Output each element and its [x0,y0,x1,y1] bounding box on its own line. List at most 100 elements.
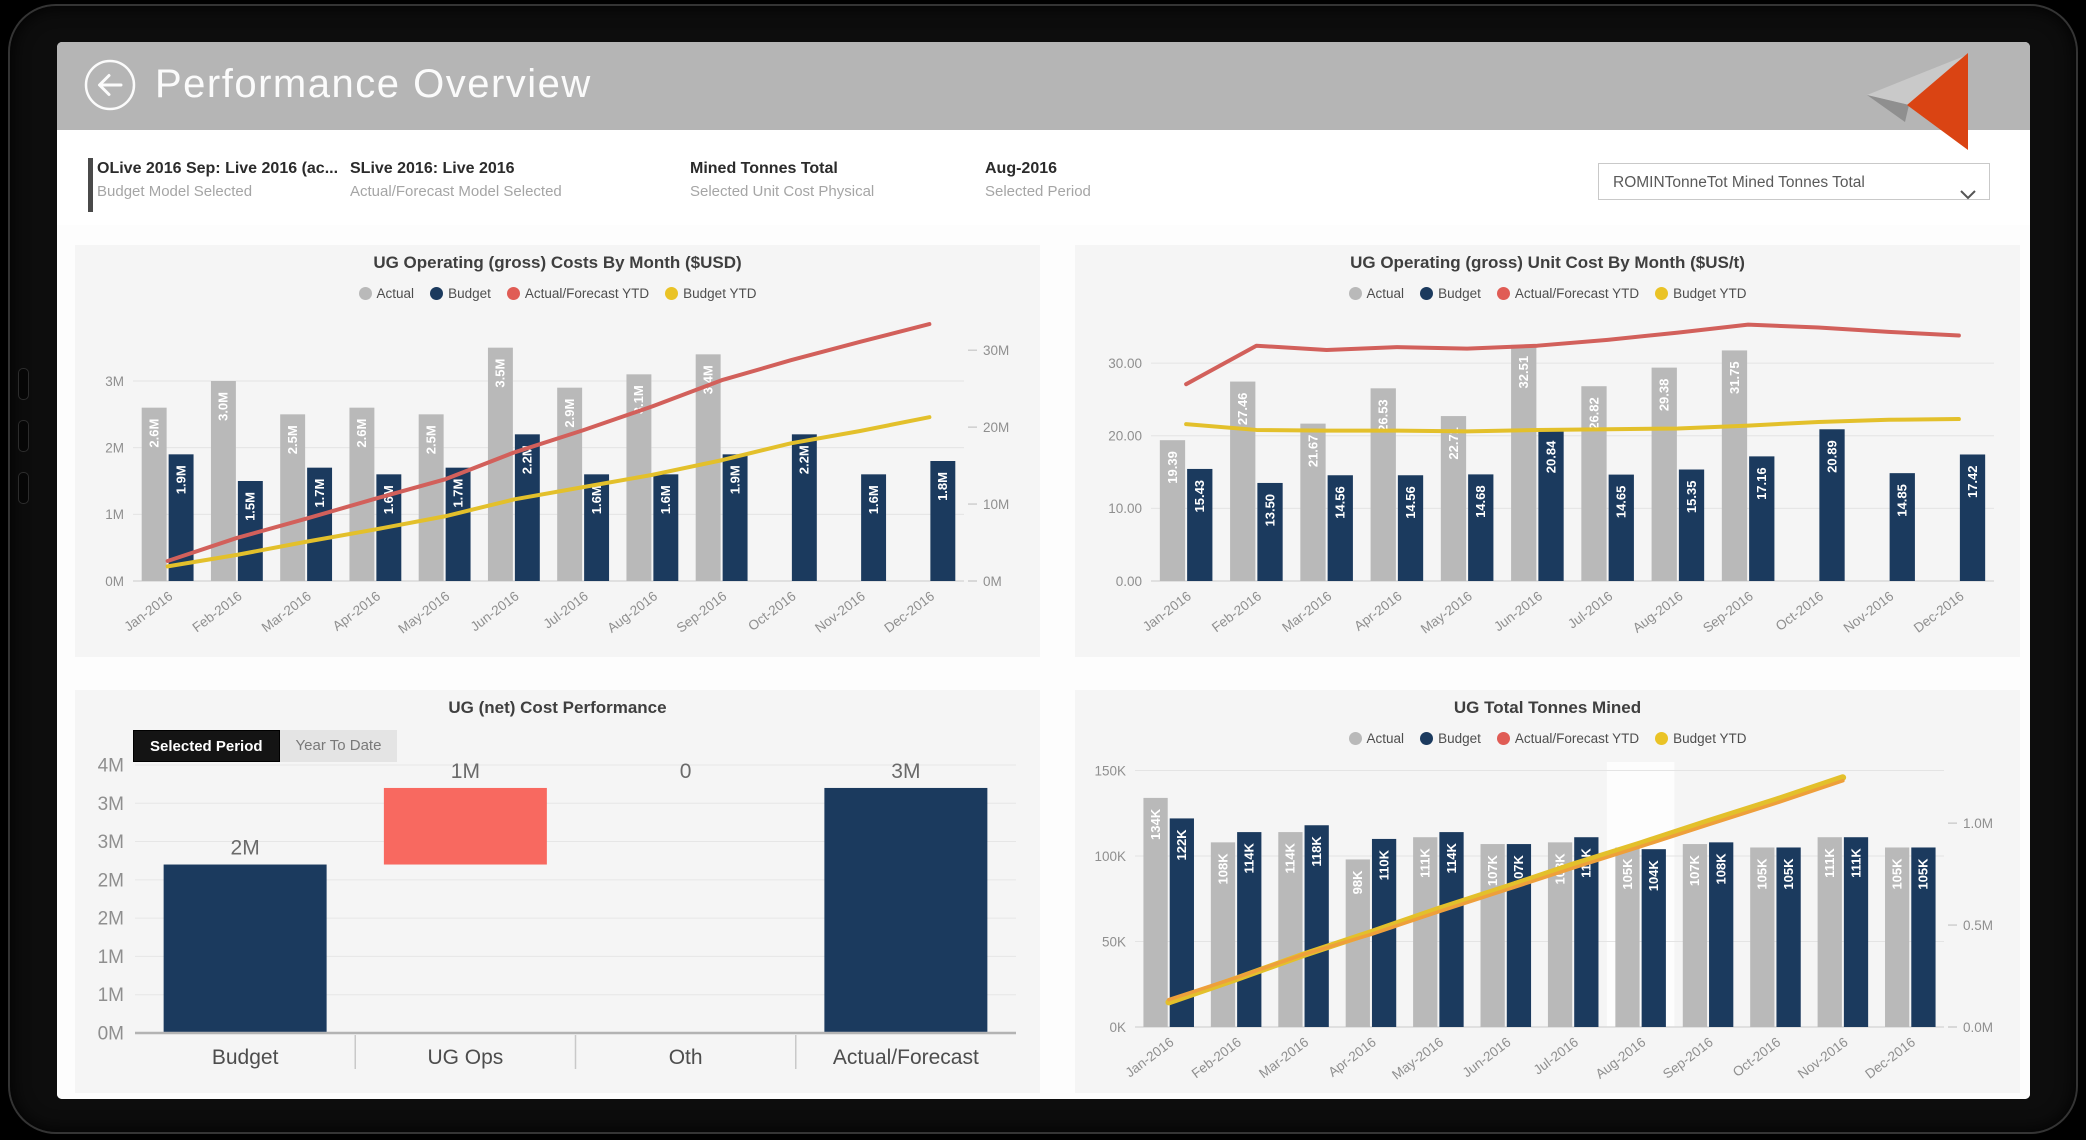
svg-text:Nov-2016: Nov-2016 [1841,588,1897,635]
svg-text:May-2016: May-2016 [1389,1034,1446,1082]
toggle-selected-period[interactable]: Selected Period [133,730,280,762]
svg-text:0.00: 0.00 [1116,574,1142,589]
legend-label: Budget YTD [1673,730,1747,746]
legend-item[interactable]: Actual/Forecast YTD [1496,730,1640,746]
legend-label: Budget YTD [683,285,757,301]
dropdown-value: ROMINTonneTot Mined Tonnes Total [1613,174,1865,191]
legend-item[interactable]: Budget [1420,731,1481,746]
svg-text:Oct-2016: Oct-2016 [745,588,798,633]
svg-text:2M: 2M [98,870,124,891]
svg-text:10.00: 10.00 [1108,501,1142,516]
svg-text:1.8M: 1.8M [935,472,950,501]
svg-text:26.53: 26.53 [1376,399,1391,432]
svg-text:0: 0 [680,760,692,783]
chart-title: UG Operating (gross) Costs By Month ($US… [373,253,742,272]
svg-text:Mar-2016: Mar-2016 [1279,588,1334,635]
svg-text:1.5M: 1.5M [243,492,258,521]
svg-text:May-2016: May-2016 [1418,588,1475,636]
svg-text:20.89: 20.89 [1824,440,1839,473]
svg-text:Dec-2016: Dec-2016 [1911,588,1967,635]
svg-text:2M: 2M [98,909,124,930]
filter-label: Selected Unit Cost Physical [690,183,875,200]
svg-text:105K: 105K [1755,858,1770,890]
filter-value: SLive 2016: Live 2016 [350,160,515,177]
svg-text:111K: 111K [1418,848,1433,878]
svg-text:105K: 105K [1781,858,1796,890]
filter-value: Aug-2016 [985,160,1058,177]
chart-title: UG (net) Cost Performance [448,698,667,717]
svg-text:2.2M: 2.2M [520,445,535,474]
back-button[interactable] [83,58,137,112]
legend-item[interactable]: Budget YTD [1655,286,1746,301]
card-ug-costs-by-month: UG Operating (gross) Costs By Month ($US… [75,245,1040,657]
svg-text:Jun-2016: Jun-2016 [468,588,522,634]
legend-dot-icon [1348,731,1362,745]
filter-value: Mined Tonnes Total [690,160,838,177]
legend-item[interactable]: Actual/Forecast YTD [1496,286,1639,301]
filter-label: Selected Period [985,183,1091,200]
svg-text:105K: 105K [1889,858,1904,890]
svg-text:Sep-2016: Sep-2016 [1660,1034,1716,1081]
legend-dot-icon [430,286,444,300]
ug-unit-cost-chart[interactable]: 0.00 10.00 20.00 30.00 19.39 27.46 21.67 26.53 2… [1075,305,2020,660]
svg-text:17.42: 17.42 [1965,465,1980,498]
legend-item[interactable]: Budget [430,286,491,301]
svg-text:Oct-2016: Oct-2016 [1773,588,1826,633]
svg-text:21.67: 21.67 [1305,435,1320,468]
svg-text:2.5M: 2.5M [285,425,300,454]
svg-text:May-2016: May-2016 [395,588,452,636]
svg-text:111K: 111K [1822,848,1837,878]
svg-text:31.75: 31.75 [1727,361,1742,394]
svg-text:20.84: 20.84 [1543,440,1558,473]
legend-item[interactable]: Actual [358,286,414,301]
svg-text:1M: 1M [451,760,480,783]
legend-item[interactable]: Actual [1348,286,1404,301]
svg-text:0.5M: 0.5M [1963,918,1993,933]
svg-text:3M: 3M [98,794,124,815]
svg-text:Jun-2016: Jun-2016 [1491,588,1545,634]
filter-label: Budget Model Selected [97,183,253,200]
svg-text:3.0M: 3.0M [216,392,231,421]
svg-text:1M: 1M [105,507,124,522]
page-title: Performance Overview [155,62,592,106]
svg-text:105K: 105K [1916,858,1931,890]
chart-legend: Actual Budget Actual/Forecast YTD Budget YT… [1075,726,2020,750]
chart-legend: Actual Budget Actual/Forecast YTD Budget YT… [75,281,1040,305]
svg-text:Jan-2016: Jan-2016 [1123,1034,1177,1080]
svg-text:150K: 150K [1094,763,1126,778]
legend-item[interactable]: Budget YTD [665,286,756,301]
toggle-year-to-date[interactable]: Year To Date [279,730,398,762]
legend-item[interactable]: Budget YTD [1655,731,1746,746]
chart-legend: Actual Budget Actual/Forecast YTD Budget YT… [1075,281,2020,305]
legend-dot-icon [1420,286,1434,300]
svg-text:108K: 108K [1713,853,1728,885]
legend-dot-icon [665,286,679,300]
ug-total-tonnes-mined-chart[interactable]: 0K 50K 100K 150K 0.0M 0.5M 1.0M 134K 108K 114K 98K… [1075,750,2020,1096]
period-toggle: Selected Period Year To Date [133,730,398,762]
svg-text:14.65: 14.65 [1614,486,1629,519]
svg-text:Jul-2016: Jul-2016 [1565,588,1615,631]
svg-text:0M: 0M [98,1024,124,1045]
legend-label: Budget [1438,730,1481,746]
svg-text:114K: 114K [1444,842,1459,873]
legend-item[interactable]: Budget [1420,286,1481,301]
ug-net-cost-performance-chart[interactable]: 4M 3M 3M 2M 2M 1M 1M 0M 2M 1M 0 3M Budget UG Ops Oth Ac… [75,728,1040,1099]
tablet-frame: Performance Overview OLive 2016 Sep: Liv… [10,6,2076,1132]
legend-label: Actual/Forecast YTD [524,285,650,301]
legend-item[interactable]: Actual [1348,731,1404,746]
svg-text:Sep-2016: Sep-2016 [674,588,730,635]
legend-label: Actual/Forecast YTD [1514,730,1640,746]
ug-costs-by-month-chart[interactable]: 0M 1M 2M 3M 0M 10M 20M 30M 2.6M 3.0M 2.5M 2.6M 2.5M 3… [75,305,1040,660]
volume-up-button [18,368,29,400]
svg-text:134K: 134K [1148,808,1163,840]
card-ug-unit-cost-by-month: UG Operating (gross) Unit Cost By Month … [1075,245,2020,657]
legend-item[interactable]: Actual/Forecast YTD [506,285,650,301]
svg-text:1.0M: 1.0M [1963,816,1993,831]
chart-title: UG Operating (gross) Unit Cost By Month … [1350,253,1745,272]
brand-logo-icon [1857,42,1987,162]
svg-text:14.56: 14.56 [1403,486,1418,519]
svg-text:Dec-2016: Dec-2016 [1862,1034,1918,1081]
filter-bar: OLive 2016 Sep: Live 2016 (ac... Budget … [57,130,2030,225]
svg-text:30.00: 30.00 [1108,356,1142,371]
measure-dropdown[interactable]: ROMINTonneTot Mined Tonnes Total [1598,163,1990,200]
